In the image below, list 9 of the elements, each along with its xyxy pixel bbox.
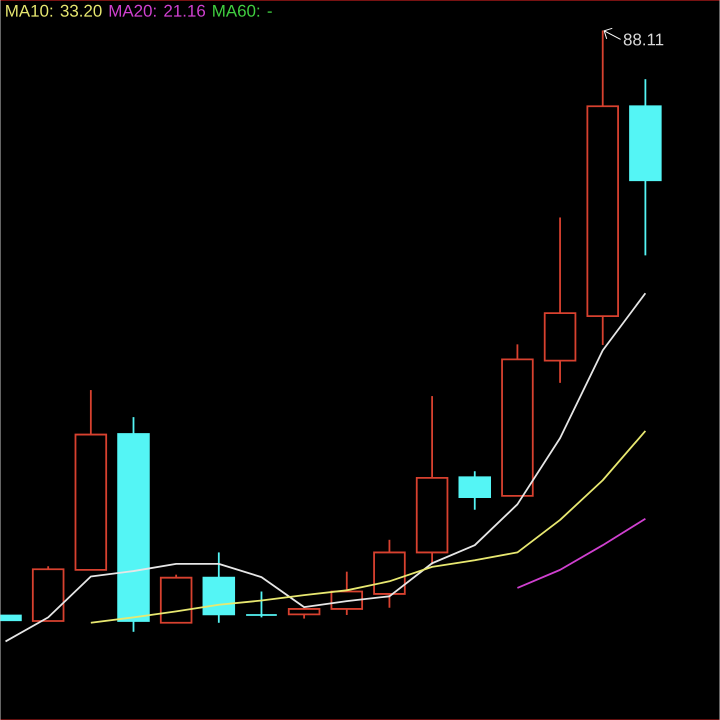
- text: MA20: 21.16: [110, 4, 206, 17]
- legend-label: MA60: -: [213, 4, 272, 17]
- candlestick: [117, 416, 150, 633]
- text: MA10: 33.20: [6, 4, 102, 17]
- candlestick: [373, 538, 406, 609]
- annotation: 88.11: [624, 34, 664, 46]
- candlestick: [416, 395, 448, 566]
- candlestick: [629, 78, 662, 256]
- candlestick: [544, 216, 576, 384]
